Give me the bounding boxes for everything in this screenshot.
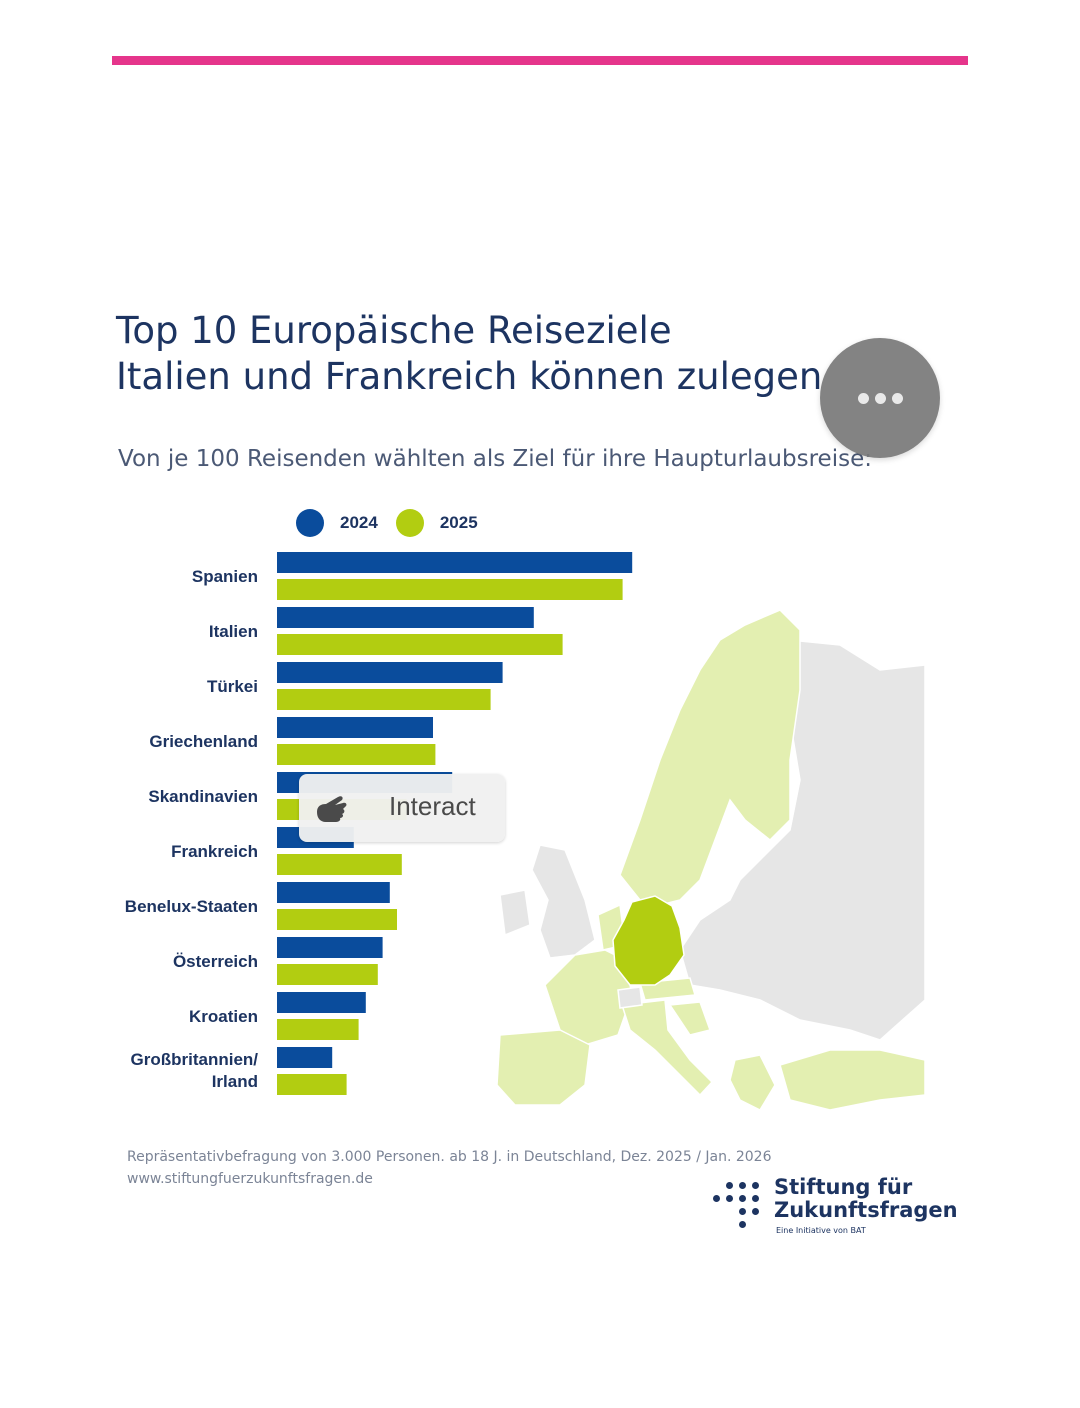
legend-label-2025: 2025: [439, 513, 478, 532]
logo-name: Stiftung für Zukunftsfragen: [774, 1176, 958, 1222]
category-labels: Spanien Italien Türkei Griechenland Skandina…: [125, 567, 258, 1091]
category-label: Benelux-Staaten: [125, 897, 258, 916]
title-line-2: Italien und Frankreich können zulegen: [116, 355, 823, 398]
interact-button[interactable]: Interact: [299, 774, 505, 842]
source-note: Repräsentativbefragung von 3.000 Persone…: [127, 1149, 772, 1165]
bar-2024-9: [277, 1047, 333, 1068]
title-line-1: Top 10 Europäische Reiseziele: [116, 309, 672, 352]
bar-2024-3: [277, 717, 433, 738]
bar-2025-5: [277, 854, 402, 875]
map-italy: [621, 999, 714, 1097]
logo: Stiftung für Zukunftsfragen Eine Initiat…: [712, 1176, 962, 1236]
chart-footer: Repräsentativbefragung von 3.000 Persone…: [127, 1146, 772, 1190]
map-germany: [612, 895, 685, 986]
bar-2025-6: [277, 909, 397, 930]
category-label: Türkei: [207, 677, 258, 696]
more-dot-icon: [857, 392, 869, 404]
logo-tagline: Eine Initiative von BAT: [776, 1226, 866, 1235]
logo-name-line-1: Stiftung für: [774, 1175, 913, 1199]
category-label: Skandinavien: [148, 787, 258, 806]
legend-label-2024: 2024: [340, 513, 378, 532]
bar-2025-7: [277, 964, 378, 985]
category-label: Großbritannien/Irland: [131, 1050, 259, 1091]
legend-marker-2025: [395, 509, 424, 537]
map-greece: [729, 1054, 776, 1111]
category-label: Griechenland: [149, 732, 258, 751]
interact-label: Interact: [389, 791, 476, 821]
source-url[interactable]: www.stiftungfuerzukunftsfragen.de: [127, 1171, 373, 1187]
logo-name-line-2: Zukunftsfragen: [774, 1198, 958, 1222]
more-options-button[interactable]: [820, 338, 940, 458]
pointing-hand-icon: [317, 796, 347, 822]
page-title: Top 10 Europäische Reiseziele Italien un…: [116, 308, 822, 400]
bar-2025-9: [277, 1074, 347, 1095]
map-turkey: [779, 1049, 926, 1111]
bar-2024-8: [277, 992, 366, 1013]
chart-subtitle: Von je 100 Reisenden wählten als Ziel fü…: [118, 446, 872, 472]
legend-item-2024: 2024: [296, 509, 378, 537]
bar-2024-1: [277, 607, 534, 628]
bar-2024-2: [277, 662, 503, 683]
map-iberia: [496, 1029, 591, 1106]
bar-2025-1: [277, 634, 563, 655]
map-croatia: [668, 1001, 711, 1036]
map-switzerland: [617, 986, 643, 1009]
logo-dots-icon: [712, 1180, 768, 1236]
map-uk: [531, 844, 596, 959]
legend-marker-2024: [296, 509, 324, 537]
bar-2024-6: [277, 882, 390, 903]
map-scandinavia: [619, 609, 801, 906]
map-eastern-europe: [679, 639, 926, 1041]
category-label: Österreich: [173, 952, 258, 971]
category-label: Italien: [209, 622, 258, 641]
bar-2025-0: [277, 579, 623, 600]
map-ireland: [499, 889, 531, 937]
chart-legend: 2024 2025: [296, 508, 496, 538]
bar-2025-3: [277, 744, 436, 765]
category-label: Kroatien: [189, 1007, 258, 1026]
accent-bar: [112, 56, 968, 65]
bar-2024-0: [277, 552, 633, 573]
europe-map: [496, 609, 926, 1111]
more-dot-icon: [874, 392, 886, 404]
legend-item-2025: 2025: [395, 509, 478, 537]
more-dot-icon: [891, 392, 903, 404]
category-label: Spanien: [192, 567, 258, 586]
bar-2025-2: [277, 689, 491, 710]
bar-2025-8: [277, 1019, 359, 1040]
category-label: Frankreich: [171, 842, 258, 861]
bar-2024-7: [277, 937, 383, 958]
